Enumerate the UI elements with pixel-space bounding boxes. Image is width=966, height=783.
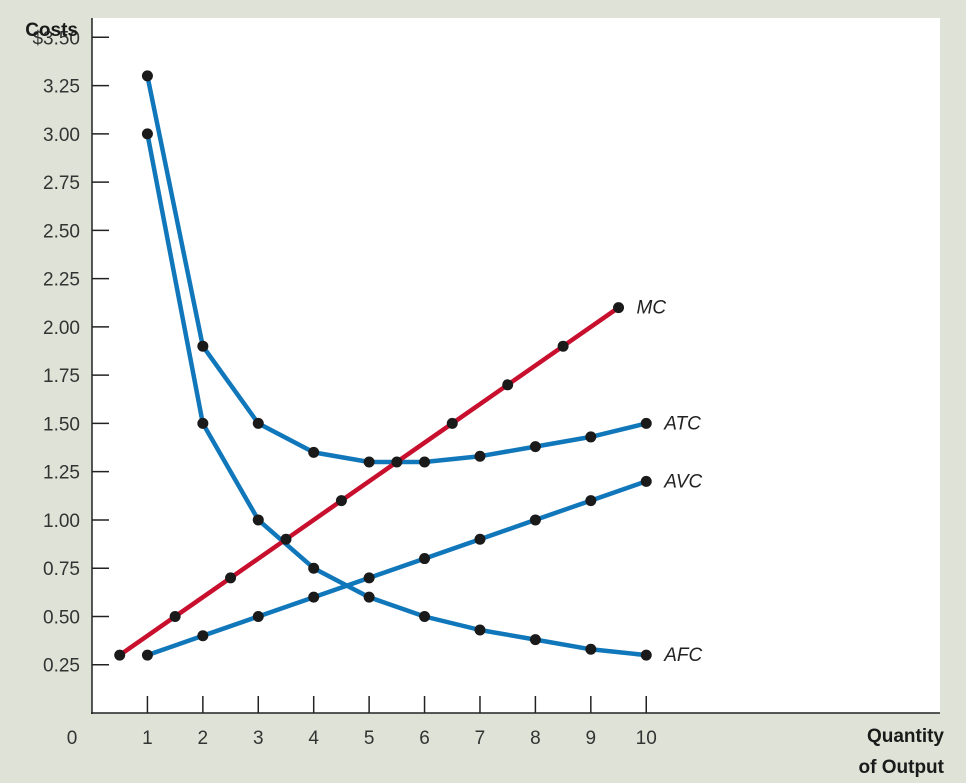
data-point-mc xyxy=(169,610,181,622)
series-line-mc xyxy=(117,305,621,658)
data-point-avc xyxy=(585,495,597,507)
origin-label: 0 xyxy=(67,728,78,749)
data-point-atc xyxy=(141,70,153,82)
y-tick-label: $3.50 xyxy=(32,28,80,49)
y-tick-label: 3.00 xyxy=(43,125,80,146)
x-axis-title-line-2: of Output xyxy=(859,757,945,778)
x-tick-label: 7 xyxy=(475,728,486,749)
data-point-afc xyxy=(585,643,597,655)
y-axis-title: Costs xyxy=(25,20,78,41)
series-label-avc: AVC xyxy=(663,471,702,492)
data-point-atc xyxy=(252,417,264,429)
data-point-mc xyxy=(557,340,569,352)
y-tick-label: 1.00 xyxy=(43,511,80,532)
series-label-mc: MC xyxy=(637,298,667,319)
data-point-afc xyxy=(474,624,486,636)
data-point-avc xyxy=(529,514,541,526)
y-tick-label: 2.00 xyxy=(43,318,80,339)
x-tick-label: 3 xyxy=(253,728,264,749)
y-tick-label: 1.75 xyxy=(43,366,80,387)
data-point-atc xyxy=(474,450,486,462)
data-point-afc xyxy=(141,128,153,140)
data-point-afc xyxy=(252,514,264,526)
data-point-mc xyxy=(225,572,237,584)
data-point-atc xyxy=(419,456,431,468)
x-tick-label: 2 xyxy=(198,728,209,749)
x-axis-title-line-1: Quantity xyxy=(867,726,944,747)
y-tick-label: 0.25 xyxy=(43,656,80,677)
data-point-mc xyxy=(613,302,625,314)
data-point-mc xyxy=(391,456,403,468)
y-tick-label: 3.25 xyxy=(43,77,80,98)
y-tick-label: 1.50 xyxy=(43,414,80,435)
data-point-mc xyxy=(114,649,126,661)
x-tick-label: 9 xyxy=(586,728,597,749)
data-point-afc xyxy=(529,634,541,646)
data-point-mc xyxy=(335,495,347,507)
x-tick-label: 1 xyxy=(142,728,153,749)
data-point-afc xyxy=(197,417,209,429)
data-point-avc xyxy=(308,591,320,603)
x-tick-label: 4 xyxy=(308,728,319,749)
plot-background xyxy=(92,18,940,713)
data-point-avc xyxy=(640,475,652,487)
series-line-afc xyxy=(145,131,649,658)
data-point-avc xyxy=(419,553,431,565)
data-point-mc xyxy=(280,533,292,545)
data-point-mc xyxy=(446,417,458,429)
data-point-afc xyxy=(640,649,652,661)
x-tick-label: 8 xyxy=(530,728,541,749)
data-point-atc xyxy=(308,446,320,458)
y-tick-label: 1.25 xyxy=(43,463,80,484)
data-point-avc xyxy=(197,630,209,642)
y-tick-label: 2.75 xyxy=(43,173,80,194)
data-point-avc xyxy=(474,533,486,545)
data-point-atc xyxy=(529,441,541,453)
x-tick-label: 5 xyxy=(364,728,375,749)
series-label-atc: ATC xyxy=(663,413,701,434)
data-point-afc xyxy=(419,610,431,622)
data-point-atc xyxy=(640,417,652,429)
data-point-atc xyxy=(197,340,209,352)
data-point-afc xyxy=(363,591,375,603)
data-point-avc xyxy=(252,610,264,622)
data-point-atc xyxy=(363,456,375,468)
y-tick-label: 0.75 xyxy=(43,559,80,580)
data-point-avc xyxy=(141,649,153,661)
y-tick-label: 0.50 xyxy=(43,607,80,628)
data-point-atc xyxy=(585,431,597,443)
y-tick-label: 2.50 xyxy=(43,221,80,242)
series-label-afc: AFC xyxy=(663,645,702,666)
y-tick-label: 2.25 xyxy=(43,270,80,291)
series-line-avc xyxy=(145,479,649,658)
x-tick-label: 6 xyxy=(419,728,430,749)
x-tick-label: 10 xyxy=(636,728,657,749)
data-point-afc xyxy=(308,562,320,574)
data-point-mc xyxy=(502,379,514,391)
data-point-avc xyxy=(363,572,375,584)
